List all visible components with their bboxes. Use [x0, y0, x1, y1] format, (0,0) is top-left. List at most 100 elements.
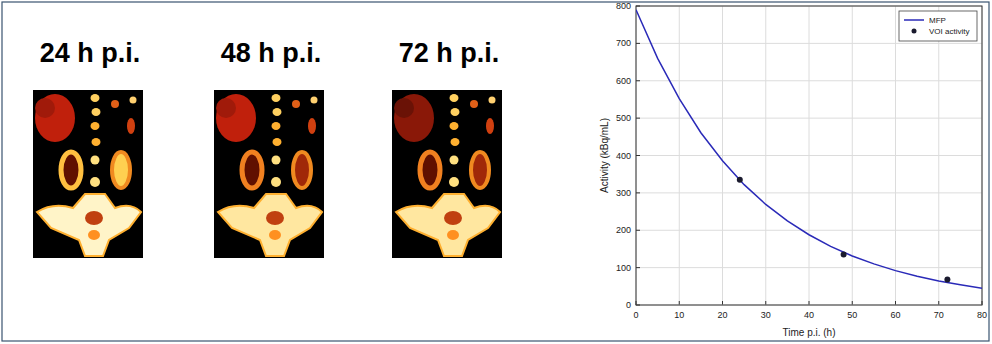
spine	[272, 156, 281, 165]
tick-mark	[938, 301, 939, 305]
spine	[308, 118, 316, 134]
pelvis	[396, 194, 500, 256]
grid-line	[636, 192, 982, 193]
tick-label: 30	[761, 310, 771, 320]
legend-label: MFP	[929, 16, 946, 25]
tick-label: 80	[977, 310, 987, 320]
figure-frame	[2, 2, 989, 341]
tick-label: 200	[616, 225, 631, 235]
tick-label: 60	[890, 310, 900, 320]
kidney	[471, 152, 489, 188]
spine	[451, 138, 460, 146]
liver	[216, 98, 236, 118]
spine	[91, 156, 100, 165]
tick-label: 400	[616, 151, 631, 161]
spine	[273, 138, 282, 146]
spine	[91, 122, 100, 130]
tick-label: 700	[616, 38, 631, 48]
marks	[636, 10, 982, 288]
spine	[92, 138, 101, 146]
tick-mark	[636, 192, 640, 193]
liver	[35, 98, 55, 118]
grid-line	[636, 155, 982, 156]
liver	[35, 94, 75, 142]
kidney	[61, 152, 81, 188]
tick-mark	[895, 301, 896, 305]
y-axis-label: Activity (kBq/mL)	[599, 118, 610, 193]
spine	[292, 100, 300, 108]
panel-label: 48 h p.i.	[221, 38, 322, 68]
tick-mark	[636, 118, 640, 119]
grid-line	[636, 267, 982, 268]
grid-line	[636, 118, 982, 119]
tick-mark	[765, 301, 766, 305]
spine	[450, 94, 459, 102]
spine	[272, 122, 281, 130]
liver	[394, 98, 414, 118]
tick-label: 0	[633, 310, 638, 320]
spine	[127, 118, 135, 134]
tick-mark	[636, 230, 640, 231]
legend-swatch	[904, 19, 924, 21]
tick-label: 10	[674, 310, 684, 320]
spine	[92, 108, 101, 116]
spine	[273, 108, 282, 116]
tick-label: 20	[717, 310, 727, 320]
spine	[271, 177, 281, 187]
spine	[450, 156, 459, 165]
pelvis	[37, 194, 141, 256]
bladder	[266, 211, 284, 225]
data-point	[841, 252, 847, 258]
image-background	[214, 90, 324, 258]
spine	[272, 94, 281, 102]
kidney	[420, 152, 440, 188]
tick-label: 800	[616, 1, 631, 11]
image-background	[392, 90, 502, 258]
spine	[489, 97, 496, 104]
pelvis-detail	[88, 230, 100, 240]
legend: MFP VOI activity	[899, 11, 977, 41]
legend-swatch	[912, 29, 917, 34]
tick-label: 50	[847, 310, 857, 320]
tick-mark	[852, 301, 853, 305]
tick-mark	[809, 301, 810, 305]
spine	[450, 122, 459, 130]
pelvis-detail	[447, 230, 459, 240]
grid-line	[636, 43, 982, 44]
spine	[90, 177, 100, 187]
kidney	[112, 152, 130, 188]
legend-label: VOI activity	[929, 27, 969, 36]
data-point	[737, 177, 743, 183]
tick-mark	[636, 267, 640, 268]
tick-label: 40	[804, 310, 814, 320]
tick-label: 70	[934, 310, 944, 320]
plot-frame	[636, 6, 982, 305]
spine	[451, 108, 460, 116]
spine	[311, 97, 318, 104]
spine	[91, 94, 100, 102]
x-axis-label: Time p.i. (h)	[783, 327, 836, 338]
fit-line	[636, 10, 982, 288]
grid-line	[636, 230, 982, 231]
tick-mark	[636, 43, 640, 44]
panel-label: 72 h p.i.	[399, 38, 500, 68]
tick-label: 0	[626, 300, 631, 310]
tick-mark	[636, 155, 640, 156]
figure: 24 h p.i. 48 h p.i. 72 h p.i. 0 10 20 30 40 50 60…	[0, 0, 992, 344]
tick-label: 100	[616, 263, 631, 273]
spect-image	[392, 90, 502, 258]
kidney	[242, 152, 262, 188]
tick-label: 500	[616, 113, 631, 123]
pelvis	[218, 194, 322, 256]
tick-label: 300	[616, 188, 631, 198]
spect-image	[214, 90, 324, 258]
image-background	[33, 90, 143, 258]
grid-line	[636, 80, 982, 81]
spine	[449, 177, 459, 187]
spect-image	[33, 90, 143, 258]
tick-mark	[722, 301, 723, 305]
tick-label: 600	[616, 76, 631, 86]
panel-label: 24 h p.i.	[40, 38, 141, 68]
tick-mark	[636, 80, 640, 81]
liver	[394, 94, 434, 142]
